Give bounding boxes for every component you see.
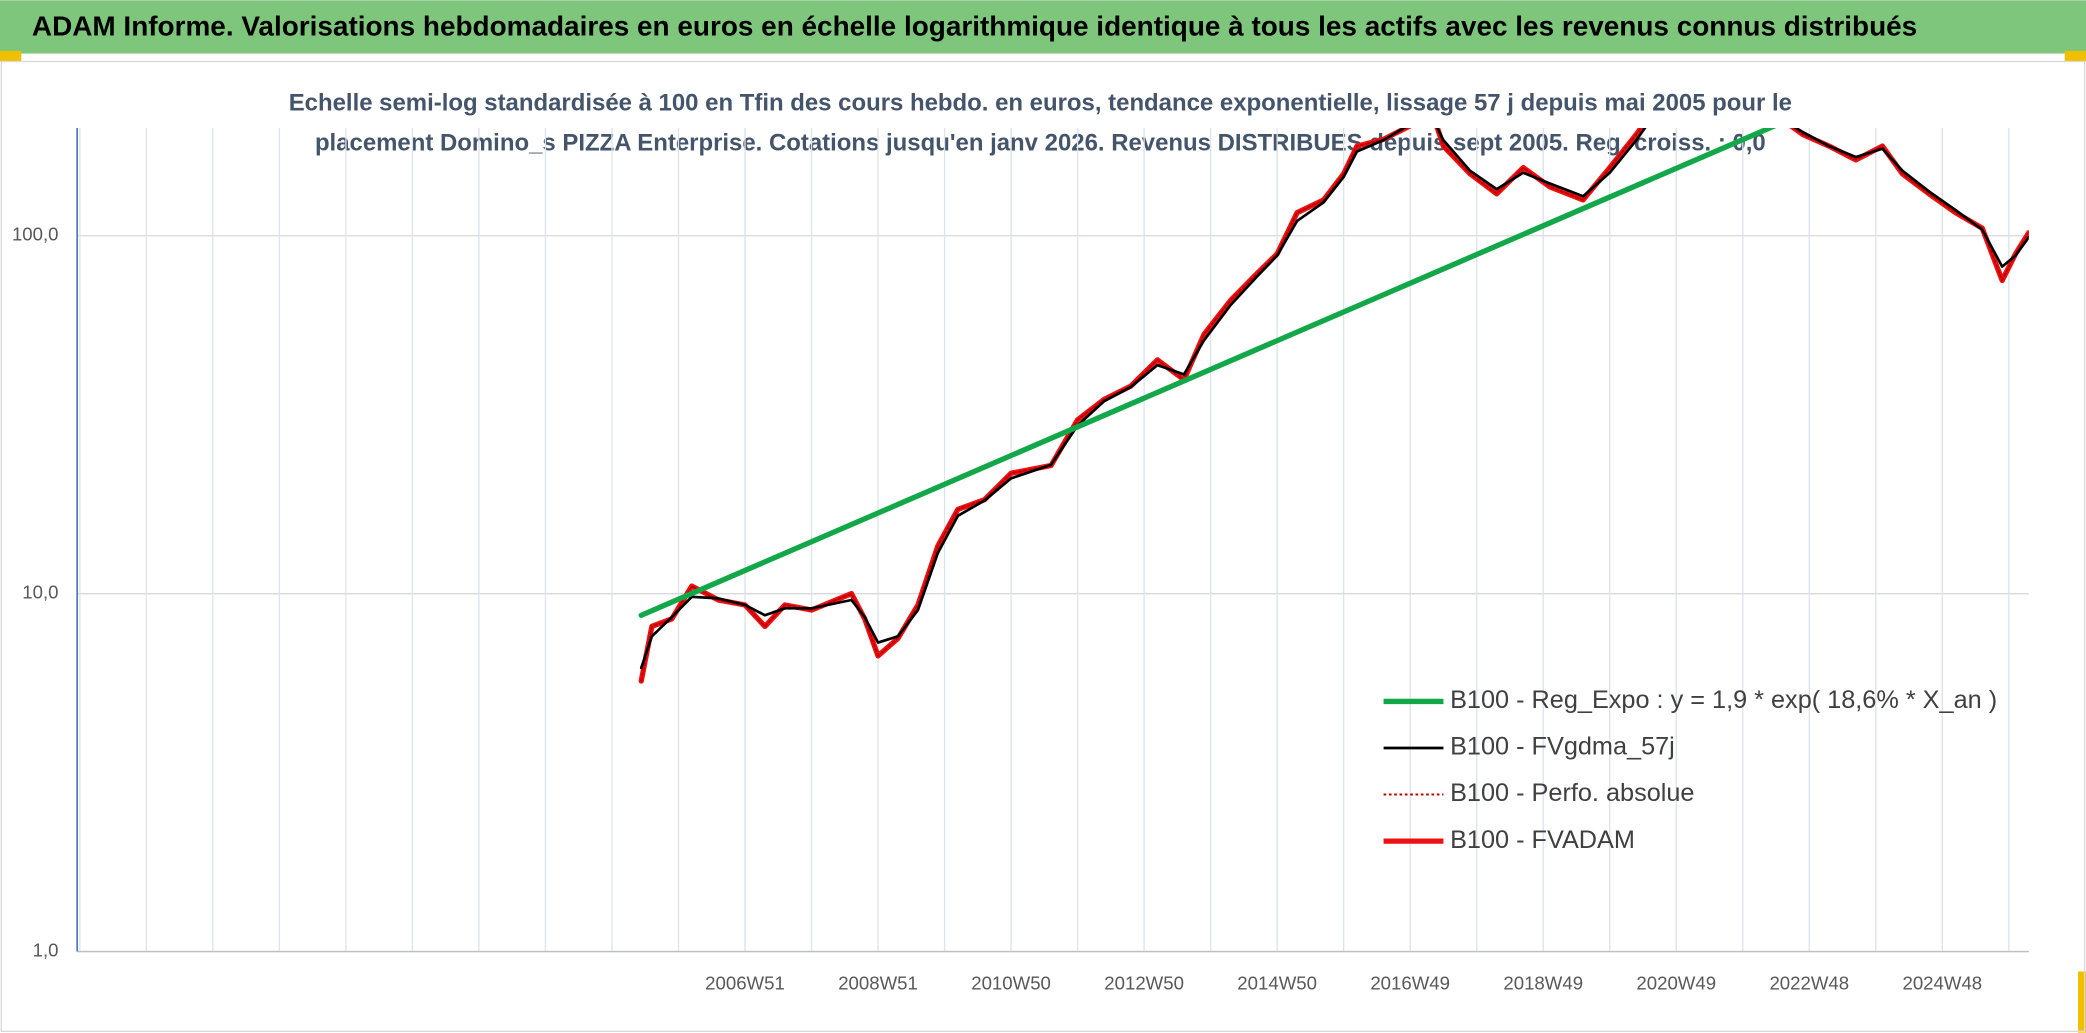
x-tick-label: 2022W48: [1769, 973, 1849, 994]
chart-title: Echelle semi-log standardisée à 100 en T…: [289, 89, 1792, 116]
x-tick-label: 2020W49: [1636, 973, 1716, 994]
header-bar: [0, 0, 2086, 54]
x-tick-label: 2014W50: [1237, 973, 1317, 994]
grid: [77, 128, 2029, 953]
corner-mark: [0, 50, 22, 62]
x-tick-label: 2024W48: [1902, 973, 1982, 994]
legend: B100 - Reg_Expo : y = 1,9 * exp( 18,6% *…: [1383, 686, 1997, 854]
series-line: [638, 128, 1777, 618]
series-line: [639, 128, 2029, 670]
x-tick-label: 2010W50: [971, 973, 1051, 994]
legend-label: B100 - Reg_Expo : y = 1,9 * exp( 18,6% *…: [1450, 686, 1997, 714]
axes: 1,0 10,0 100,0 2006W51 2008W51 2010W50 2012W50…: [12, 128, 2029, 994]
corner-mark: [2078, 971, 2086, 1033]
legend-label: B100 - FVADAM: [1450, 826, 1635, 854]
legend-label: B100 - FVgdma_57j: [1450, 733, 1675, 761]
header-title: ADAM Informe. Valorisations hebdomadaire…: [32, 11, 1917, 42]
corner-mark: [2064, 50, 2086, 62]
y-tick-label: 10,0: [22, 582, 58, 603]
y-tick-label: 1,0: [33, 939, 59, 960]
chart-title: placement Domino_s PIZZA Enterprise. Cot…: [315, 129, 1766, 156]
frame: [0, 60, 2086, 1033]
plot-area: [638, 128, 2029, 684]
x-tick-label: 2006W51: [705, 973, 785, 994]
x-tick-label: 2016W49: [1370, 973, 1450, 994]
legend-label: B100 - Perfo. absolue: [1450, 779, 1694, 807]
x-tick-label: 2018W49: [1503, 973, 1583, 994]
y-tick-label: 100,0: [12, 224, 59, 245]
x-tick-label: 2012W50: [1104, 973, 1184, 994]
x-tick-label: 2008W51: [838, 973, 918, 994]
